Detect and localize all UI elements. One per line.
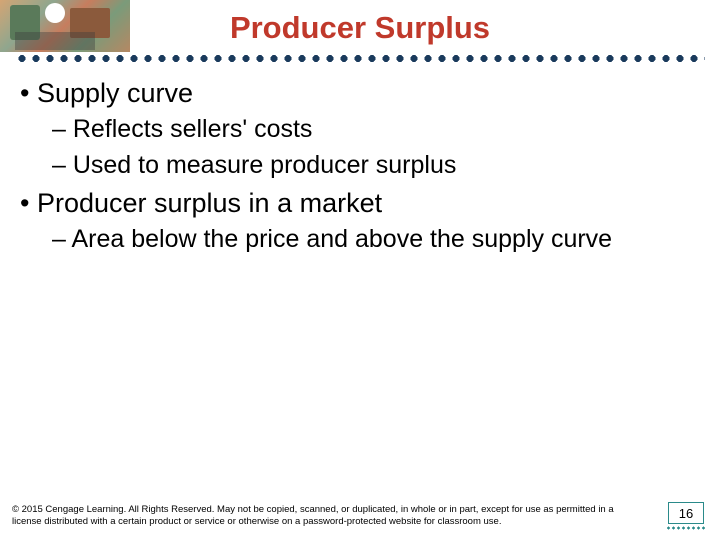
bullet-level-2: – Area below the price and above the sup… xyxy=(20,223,700,257)
page-number-box: 16 xyxy=(668,502,704,524)
slide-title: Producer Surplus xyxy=(0,10,720,46)
page-number: 16 xyxy=(679,506,693,521)
page-number-dots xyxy=(666,526,706,530)
bullet-level-1: • Supply curve xyxy=(20,75,700,111)
bullet-level-1: • Producer surplus in a market xyxy=(20,185,700,221)
bullet-level-2: – Used to measure producer surplus xyxy=(20,149,700,183)
title-divider xyxy=(15,55,705,62)
slide-content: • Supply curve – Reflects sellers' costs… xyxy=(20,75,700,259)
copyright-footer: © 2015 Cengage Learning. All Rights Rese… xyxy=(12,504,632,528)
bullet-level-2: – Reflects sellers' costs xyxy=(20,113,700,147)
